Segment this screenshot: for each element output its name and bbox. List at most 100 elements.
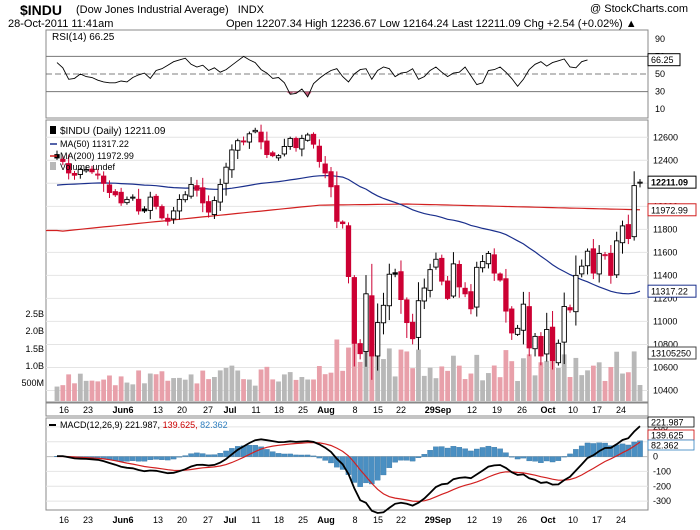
- macd-histogram-bar: [433, 446, 439, 457]
- volume-bar: [147, 373, 153, 401]
- macd-histogram-bar: [456, 447, 463, 457]
- macd-histogram-bar: [141, 456, 148, 462]
- x-tick-label-top: 16: [59, 405, 69, 415]
- ma200-last-label: 11972.99: [651, 205, 688, 215]
- x-tick-label-top: 10: [568, 405, 578, 415]
- candle-body: [287, 137, 293, 147]
- volume-bar: [118, 376, 124, 401]
- candle-body: [246, 133, 253, 143]
- volume-bar: [427, 367, 433, 401]
- volume-bar: [72, 383, 77, 401]
- macd-histogram-bar: [316, 456, 323, 459]
- rsi-oversold-fill: [286, 91, 295, 95]
- macd-tick-label: -200: [653, 481, 671, 491]
- macd-legend: MACD(12,26,9) 221.987, 139.625, 82.362: [49, 420, 228, 430]
- volume-bar: [480, 380, 485, 401]
- volume-bar: [357, 361, 363, 401]
- volume-bar: [567, 377, 573, 401]
- price-tick-label: 10400: [653, 385, 678, 395]
- macd-histogram-bar: [328, 456, 334, 464]
- candle-body: [369, 295, 375, 357]
- date-stamp: 28-Oct-2011 11:41am: [8, 18, 113, 30]
- candle-body: [153, 195, 159, 207]
- candle-body: [229, 149, 235, 171]
- volume-bar: [637, 384, 643, 401]
- volume-bar: [614, 351, 620, 401]
- candle-body: [235, 140, 241, 151]
- candle-body: [415, 300, 422, 338]
- macd-histogram-bar: [549, 456, 556, 463]
- ma50-legend: MA(50) 11317.22: [60, 139, 129, 149]
- macd-histogram-bar: [299, 454, 305, 457]
- macd-histogram-bar: [508, 456, 515, 458]
- x-tick-label-bottom: 20: [177, 515, 187, 525]
- volume-bar: [445, 370, 451, 401]
- candle-body: [293, 138, 299, 149]
- candle-body: [544, 329, 550, 355]
- macd-histogram-bar: [223, 450, 229, 457]
- volume-bar: [212, 377, 217, 401]
- watermark: @ StockCharts.com: [590, 3, 688, 15]
- rsi-line: [56, 55, 588, 98]
- last-price-label-box: [647, 175, 697, 189]
- candle-body: [631, 185, 637, 238]
- last-price-label: 12211.09: [651, 178, 688, 188]
- volume-bar: [270, 379, 276, 401]
- candle-body: [421, 287, 427, 302]
- candle-body: [217, 184, 223, 203]
- symbol: $INDU: [20, 2, 63, 18]
- candle-body: [281, 146, 288, 155]
- candle-body: [619, 225, 626, 244]
- volume-bar: [404, 351, 410, 401]
- candle-body: [130, 196, 136, 199]
- volume-bar: [89, 380, 95, 401]
- x-tick-label-top: Jun6: [112, 405, 133, 415]
- candle-legend-swatch: [50, 126, 56, 134]
- volume-bar: [555, 368, 561, 401]
- price-panel: 1260012400122001200011800116001140011200…: [21, 119, 697, 403]
- macd-histogram-bar: [269, 451, 276, 457]
- volume-last-label-box: [647, 346, 697, 360]
- candle-body: [608, 252, 614, 276]
- volume-bar: [305, 379, 311, 401]
- candle-body: [439, 257, 445, 282]
- x-tick-label-bottom: 27: [203, 515, 213, 525]
- candle-body: [340, 221, 346, 225]
- volume-bar: [299, 377, 305, 401]
- candle-body: [520, 303, 527, 331]
- date-text: 28-Oct-2011 11:41am: [8, 18, 114, 30]
- candle-body: [497, 273, 503, 281]
- candle-body: [538, 335, 544, 357]
- candle-body: [147, 196, 153, 211]
- volume-bar: [153, 374, 159, 401]
- macd-histogram-bar: [427, 450, 433, 457]
- volume-bar: [229, 365, 235, 401]
- macd-legend: MACD(12,26,9) 221.987, 139.625, 82.362: [60, 420, 228, 430]
- candle-body: [462, 287, 468, 295]
- x-tick-label-bottom: 11: [251, 515, 260, 525]
- macd-histogram-bar: [392, 456, 398, 463]
- x-tick-label-top: 11: [251, 405, 260, 415]
- volume-bar: [381, 359, 386, 401]
- macd-histogram-bar: [590, 443, 597, 457]
- volume-bar: [177, 377, 182, 401]
- rsi-panel: RSI(14) 66.25 907050301066.25: [45, 29, 681, 119]
- volume-bar: [200, 370, 206, 401]
- macd-histogram-bar: [631, 441, 637, 457]
- candle-body: [118, 191, 124, 204]
- x-tick-label-bottom: 8: [352, 515, 357, 525]
- candle-body: [398, 271, 404, 301]
- macd-last-label: 221.987: [651, 418, 684, 428]
- volume-bar: [602, 380, 608, 401]
- candle-body: [270, 152, 276, 157]
- candle-body: [503, 278, 509, 312]
- x-tick-label-top: Jul: [223, 405, 236, 415]
- volume-bar: [66, 374, 72, 401]
- volume-bar: [281, 374, 287, 401]
- macd-histogram-bar: [153, 456, 159, 460]
- candle-body: [275, 155, 282, 159]
- macd-histogram-bar: [287, 453, 293, 457]
- x-tick-label-top: 17: [592, 405, 602, 415]
- volume-bar: [363, 348, 369, 401]
- volume-bar: [451, 355, 456, 401]
